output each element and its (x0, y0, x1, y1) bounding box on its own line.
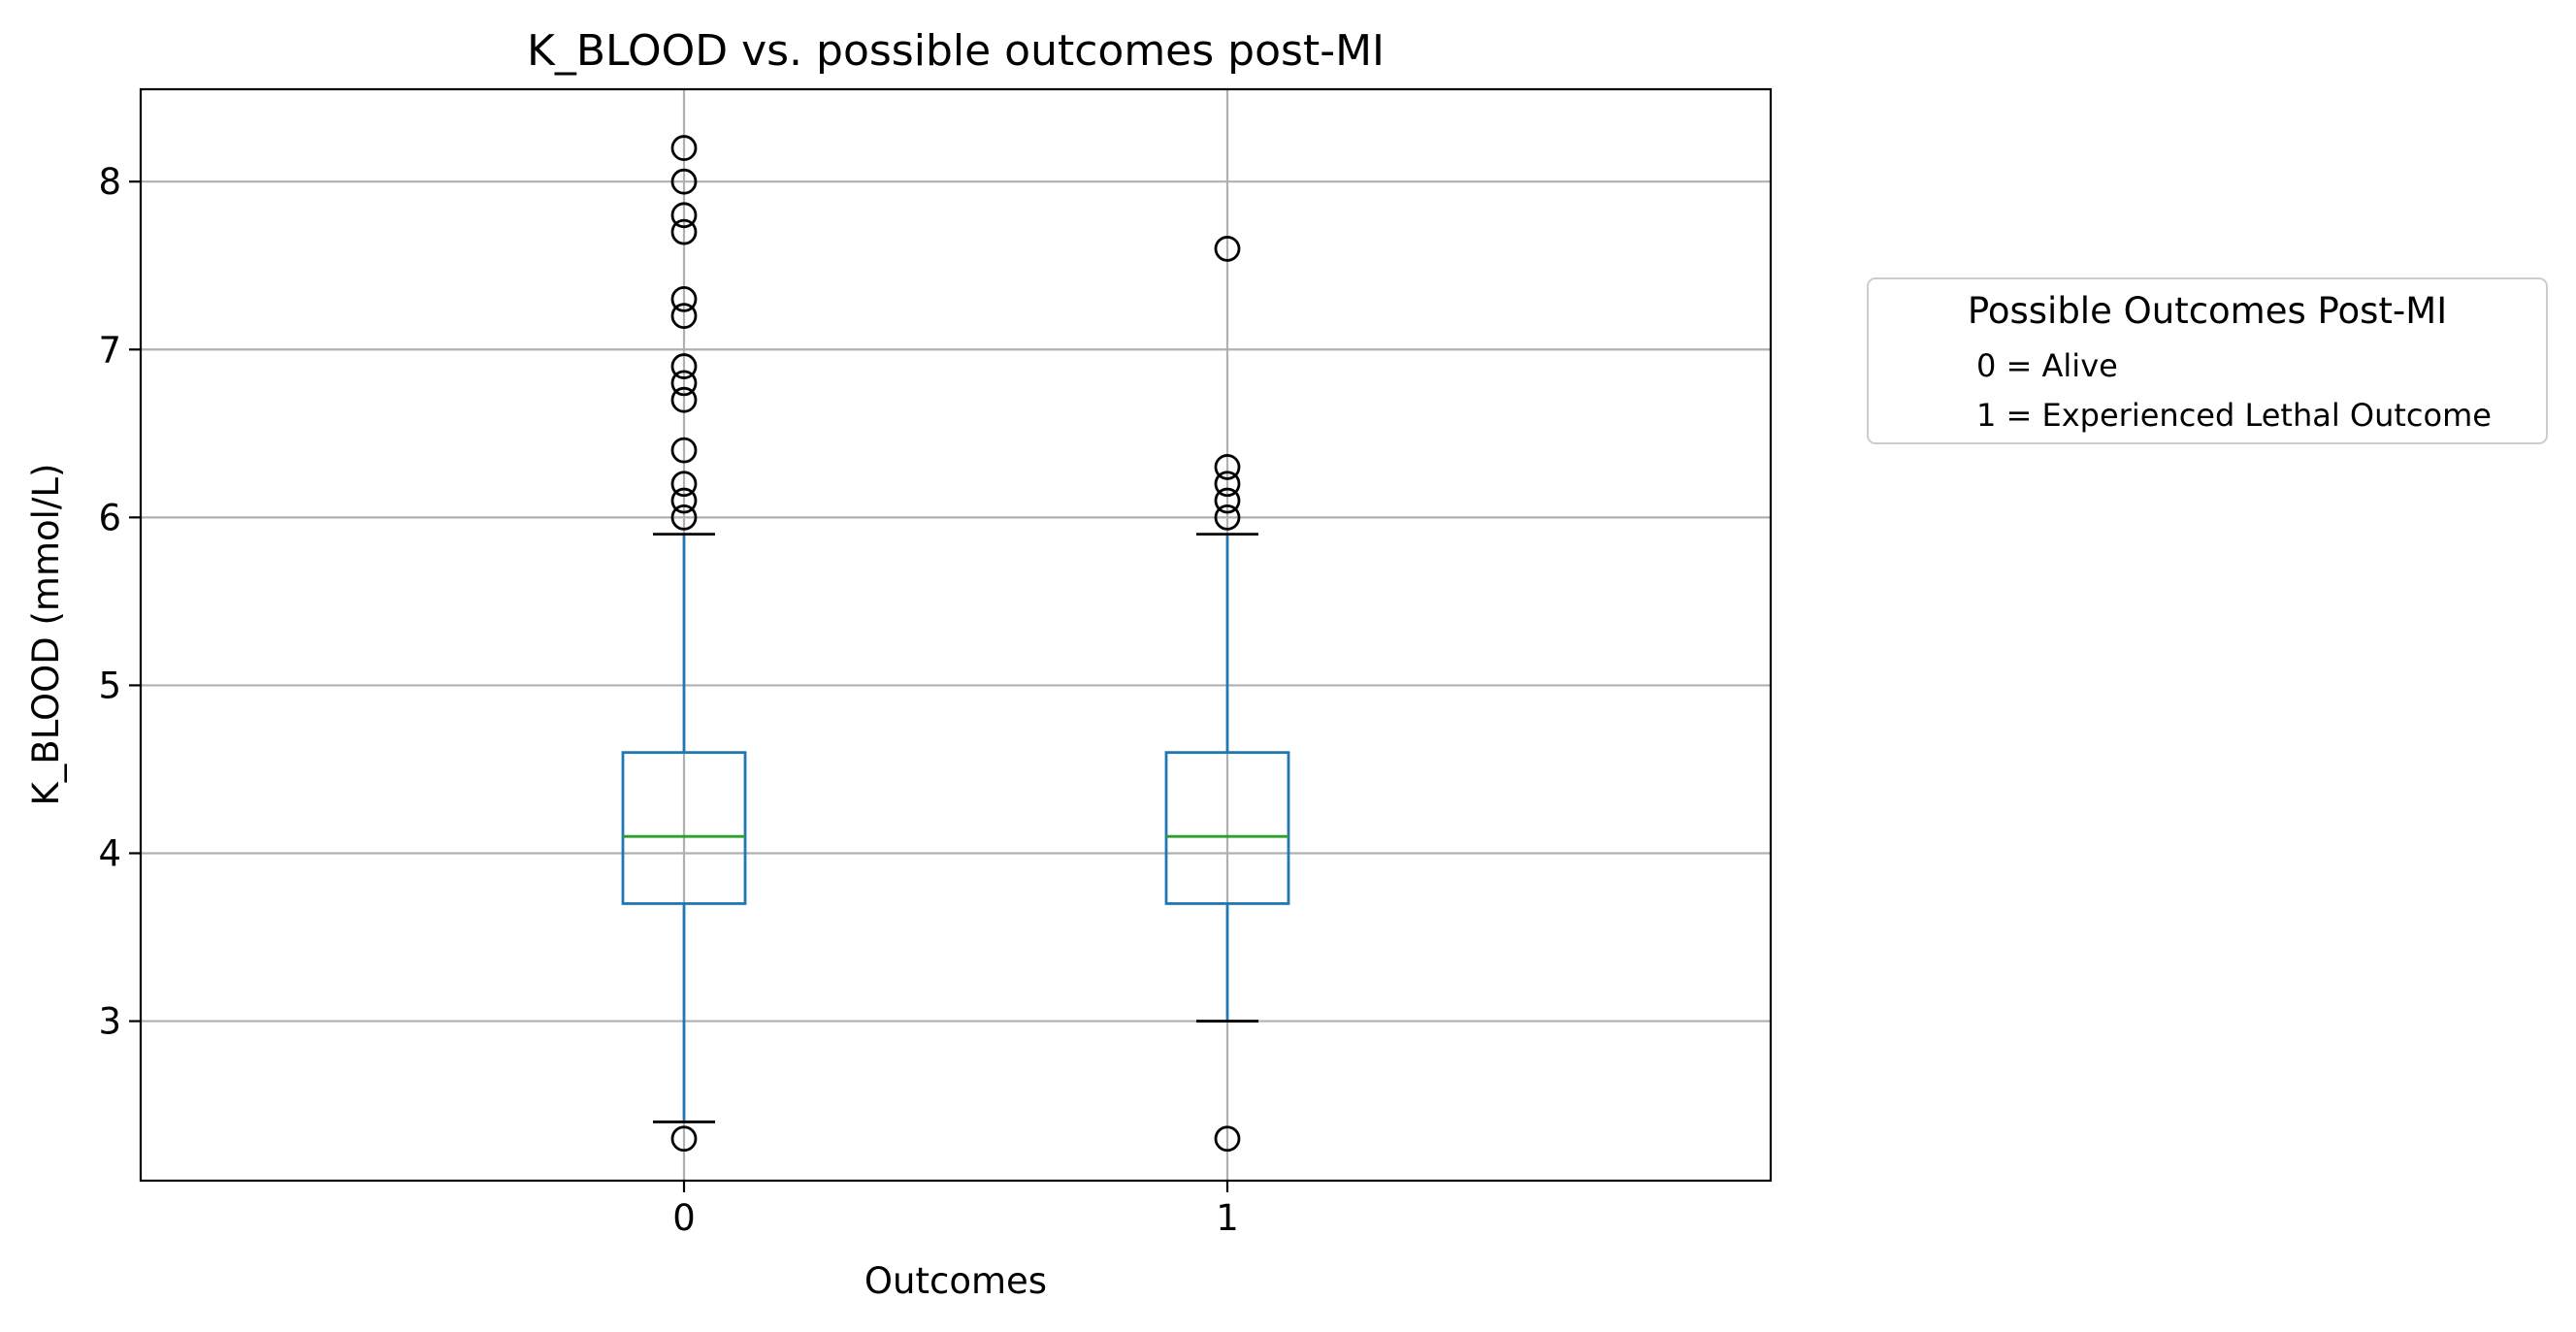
axis-ticks: 3 4 5 6 7 8 0 1 (98, 161, 1238, 1239)
outlier-point (670, 285, 698, 312)
outlier-point (670, 353, 698, 379)
y-tick-label: 3 (98, 1001, 121, 1043)
outlier-point (670, 218, 698, 245)
y-tick-label: 6 (98, 497, 121, 538)
y-tick-label: 4 (98, 833, 121, 875)
outlier-point (670, 303, 698, 330)
outlier-point (670, 487, 698, 514)
outlier-point (1214, 236, 1241, 262)
y-tick-label: 8 (98, 161, 121, 203)
x-tick-label: 0 (672, 1197, 696, 1239)
outlier-point (670, 370, 698, 397)
legend-item-alive: 0 = Alive (1976, 347, 2118, 384)
legend-frame (1867, 277, 2548, 444)
outlier-point (670, 1125, 698, 1153)
outlier-point (670, 135, 698, 161)
outlier-point (670, 386, 698, 413)
outlier-point (670, 437, 698, 464)
outlier-point (1214, 454, 1241, 480)
y-axis-label: K_BLOOD (mmol/L) (25, 464, 67, 806)
outlier-point (1214, 487, 1241, 514)
x-tick-label: 1 (1216, 1197, 1239, 1239)
legend-item-lethal-outcome: 1 = Experienced Lethal Outcome (1976, 397, 2492, 434)
outlier-point (670, 471, 698, 498)
outlier-point (670, 504, 698, 531)
box-0 (621, 135, 747, 1153)
outlier-point (670, 202, 698, 229)
chart-title: K_BLOOD vs. possible outcomes post-MI (527, 26, 1385, 76)
plot-frame (139, 87, 1773, 1183)
legend: Possible Outcomes Post-MI 0 = Alive 1 = … (1867, 277, 2548, 444)
outlier-point (1214, 504, 1241, 531)
outlier-point (1214, 471, 1241, 498)
outlier-point (1214, 1125, 1241, 1153)
y-tick-label: 5 (98, 665, 121, 706)
legend-title: Possible Outcomes Post-MI (1968, 290, 2447, 332)
outlier-point (670, 168, 698, 195)
box-1 (1164, 236, 1290, 1153)
x-axis-label: Outcomes (864, 1260, 1047, 1302)
y-tick-label: 7 (98, 329, 121, 371)
iqr-box (621, 751, 747, 905)
iqr-box (1164, 751, 1290, 905)
grid-lines (141, 89, 1771, 1181)
box-series (621, 135, 1290, 1153)
